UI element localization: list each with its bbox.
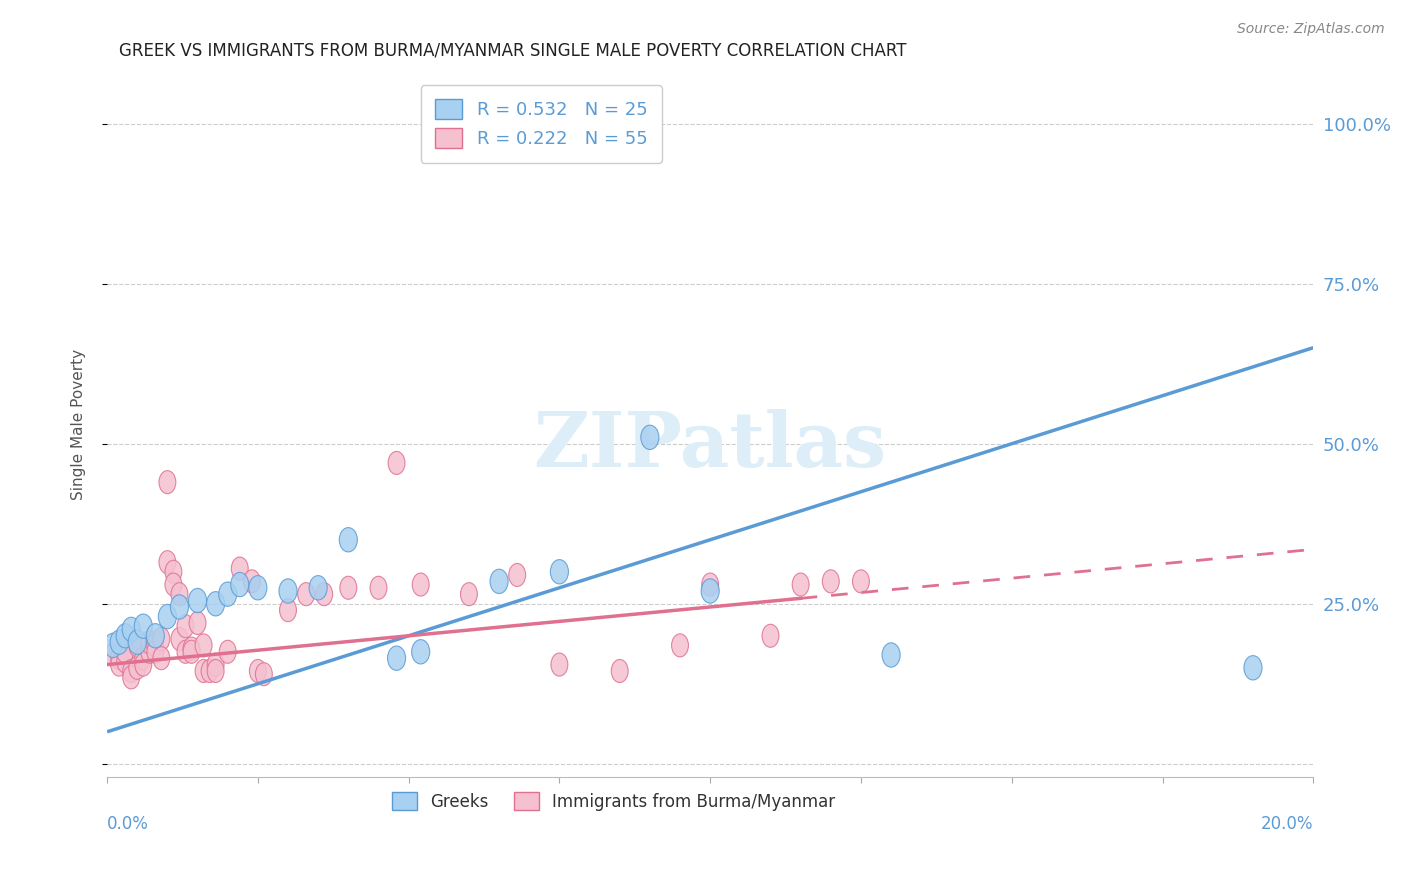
Ellipse shape [551, 653, 568, 676]
Ellipse shape [509, 564, 526, 587]
Ellipse shape [207, 653, 224, 676]
Text: Source: ZipAtlas.com: Source: ZipAtlas.com [1237, 22, 1385, 37]
Ellipse shape [298, 582, 315, 606]
Text: 20.0%: 20.0% [1261, 815, 1313, 833]
Ellipse shape [146, 634, 163, 657]
Ellipse shape [172, 627, 188, 650]
Ellipse shape [243, 570, 260, 593]
Ellipse shape [762, 624, 779, 648]
Ellipse shape [135, 647, 152, 670]
Text: GREEK VS IMMIGRANTS FROM BURMA/MYANMAR SINGLE MALE POVERTY CORRELATION CHART: GREEK VS IMMIGRANTS FROM BURMA/MYANMAR S… [120, 42, 907, 60]
Ellipse shape [232, 557, 249, 580]
Ellipse shape [141, 640, 157, 664]
Ellipse shape [188, 611, 207, 634]
Ellipse shape [110, 630, 128, 655]
Ellipse shape [1244, 656, 1263, 680]
Ellipse shape [195, 634, 212, 657]
Ellipse shape [165, 560, 181, 583]
Ellipse shape [165, 573, 181, 596]
Ellipse shape [702, 579, 720, 603]
Y-axis label: Single Male Poverty: Single Male Poverty [72, 349, 86, 500]
Ellipse shape [183, 640, 200, 664]
Ellipse shape [612, 659, 628, 682]
Ellipse shape [170, 595, 188, 619]
Ellipse shape [461, 582, 478, 606]
Ellipse shape [309, 575, 328, 600]
Ellipse shape [388, 451, 405, 475]
Ellipse shape [122, 665, 139, 689]
Ellipse shape [111, 653, 128, 676]
Ellipse shape [153, 647, 170, 670]
Ellipse shape [316, 582, 333, 606]
Ellipse shape [412, 573, 429, 596]
Ellipse shape [249, 575, 267, 600]
Ellipse shape [117, 624, 134, 648]
Ellipse shape [370, 576, 387, 599]
Ellipse shape [219, 582, 236, 607]
Ellipse shape [388, 646, 405, 671]
Ellipse shape [412, 640, 430, 664]
Ellipse shape [823, 570, 839, 593]
Ellipse shape [207, 591, 225, 616]
Text: 0.0%: 0.0% [107, 815, 149, 833]
Ellipse shape [792, 573, 808, 596]
Ellipse shape [702, 573, 718, 596]
Ellipse shape [550, 559, 568, 584]
Ellipse shape [280, 599, 297, 622]
Ellipse shape [672, 634, 689, 657]
Ellipse shape [146, 624, 165, 648]
Text: ZIPatlas: ZIPatlas [534, 409, 887, 483]
Ellipse shape [122, 659, 139, 682]
Ellipse shape [104, 633, 122, 657]
Ellipse shape [104, 643, 121, 666]
Ellipse shape [852, 570, 869, 593]
Ellipse shape [219, 640, 236, 664]
Ellipse shape [128, 630, 146, 655]
Ellipse shape [129, 634, 146, 657]
Ellipse shape [882, 643, 900, 667]
Ellipse shape [177, 615, 194, 638]
Ellipse shape [207, 659, 224, 682]
Ellipse shape [134, 614, 152, 639]
Ellipse shape [249, 659, 266, 682]
Legend: Greeks, Immigrants from Burma/Myanmar: Greeks, Immigrants from Burma/Myanmar [385, 786, 842, 818]
Ellipse shape [122, 617, 141, 641]
Ellipse shape [491, 569, 508, 593]
Ellipse shape [641, 425, 659, 450]
Ellipse shape [153, 627, 170, 650]
Ellipse shape [201, 659, 218, 682]
Ellipse shape [177, 640, 194, 664]
Ellipse shape [146, 640, 163, 664]
Ellipse shape [159, 550, 176, 574]
Ellipse shape [339, 527, 357, 552]
Ellipse shape [135, 653, 152, 676]
Ellipse shape [172, 582, 188, 606]
Ellipse shape [117, 640, 134, 664]
Ellipse shape [195, 659, 212, 682]
Ellipse shape [188, 589, 207, 613]
Ellipse shape [256, 663, 273, 686]
Ellipse shape [117, 650, 134, 673]
Ellipse shape [159, 471, 176, 493]
Ellipse shape [278, 579, 297, 603]
Ellipse shape [159, 605, 176, 629]
Ellipse shape [129, 657, 146, 680]
Ellipse shape [111, 647, 128, 670]
Ellipse shape [231, 573, 249, 597]
Ellipse shape [141, 631, 157, 654]
Ellipse shape [340, 576, 357, 599]
Ellipse shape [183, 637, 200, 660]
